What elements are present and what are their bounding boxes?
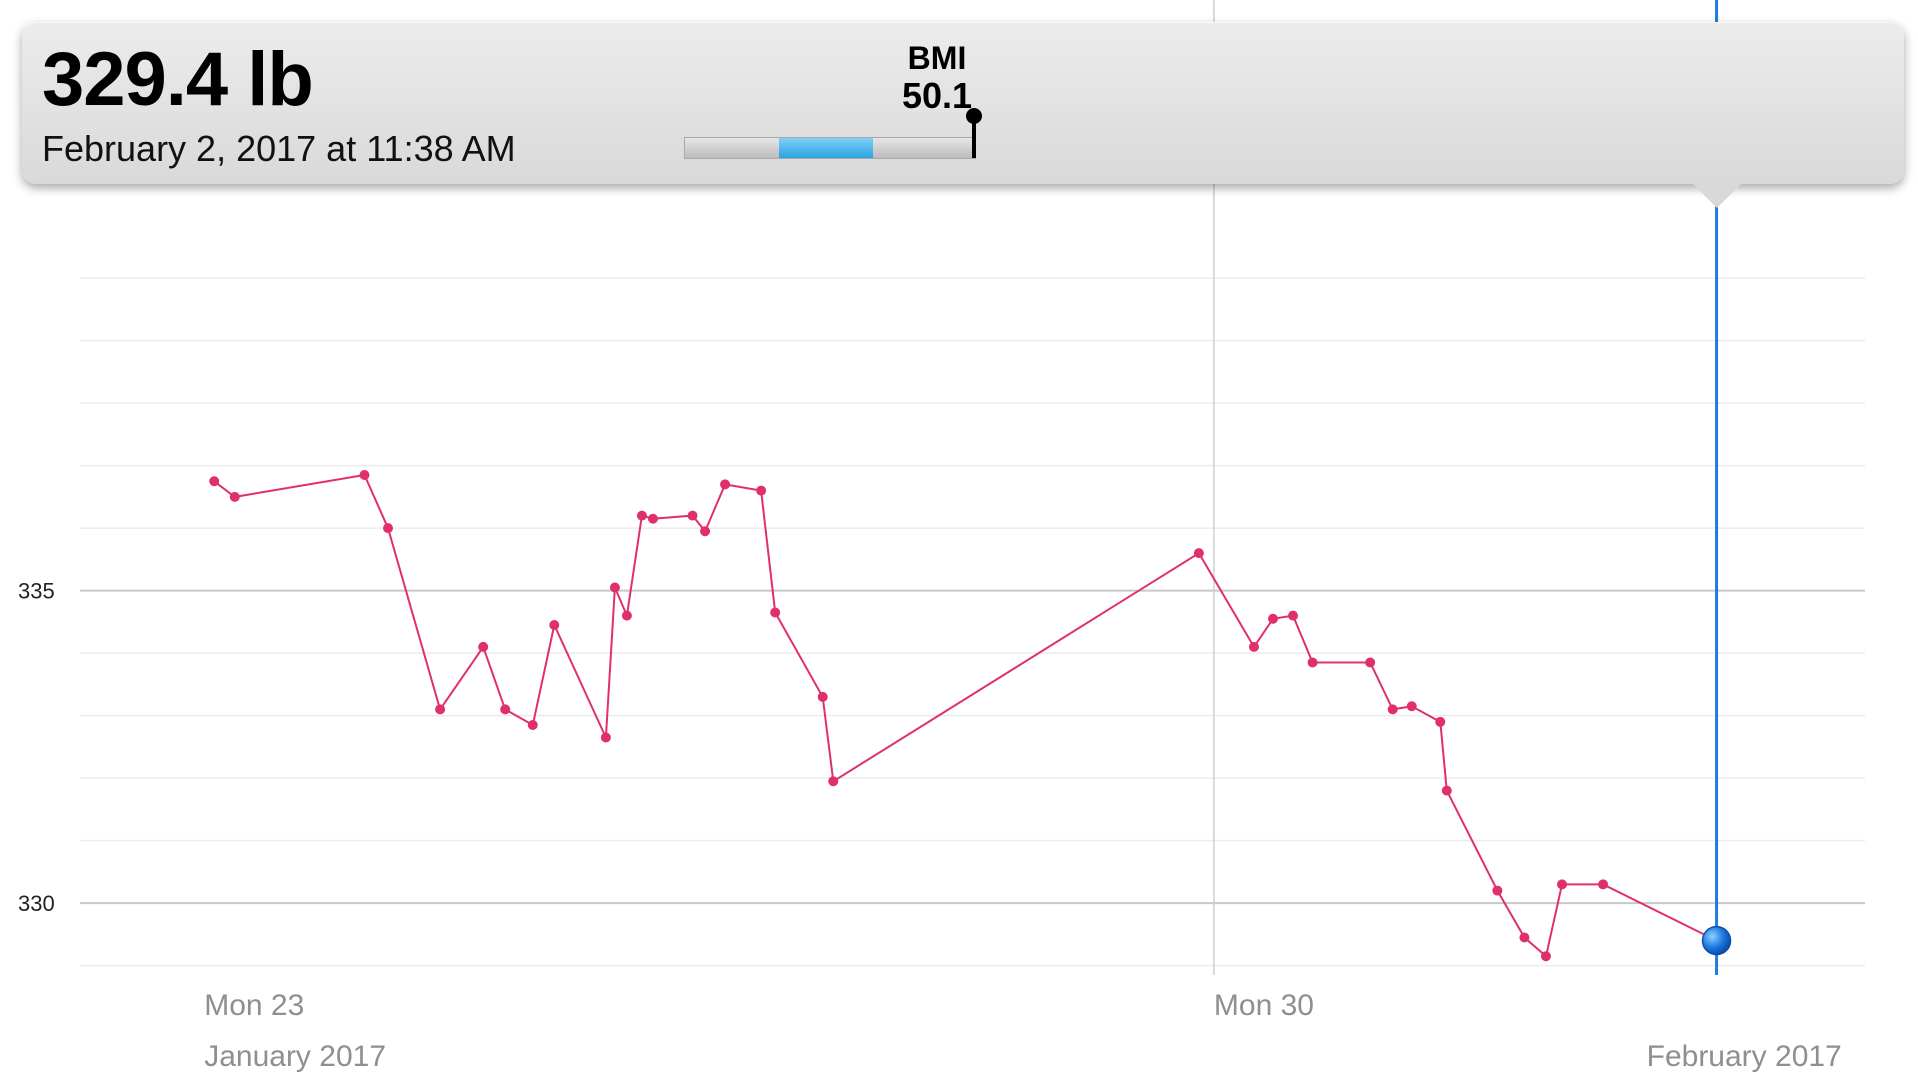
x-tick-label: Mon 23 [204, 989, 304, 1022]
data-point [1598, 879, 1609, 890]
weight-value: 329.4 lb [42, 37, 314, 122]
month-label: February 2017 [1647, 1040, 1842, 1073]
data-point [1492, 885, 1503, 896]
month-label: January 2017 [204, 1040, 386, 1073]
data-point [647, 513, 658, 524]
data-point [600, 732, 611, 743]
bmi-value: 50.1 [901, 75, 973, 116]
data-point [1288, 610, 1299, 621]
data-point [549, 620, 560, 630]
data-point [383, 523, 394, 534]
data-point [1441, 785, 1452, 796]
data-point [770, 607, 781, 618]
data-point [1435, 716, 1446, 727]
bmi-scale-healthy-range [779, 138, 873, 158]
data-point [435, 704, 446, 715]
data-point [1387, 704, 1398, 715]
data-point [527, 720, 538, 730]
data-point [621, 610, 632, 621]
data-point [609, 582, 620, 593]
bmi-label: BMI [907, 40, 967, 76]
data-point [720, 479, 731, 490]
data-point [1268, 613, 1279, 624]
data-point [1556, 879, 1567, 890]
y-axis-ticks: 330 335 [18, 579, 55, 917]
data-point [1540, 951, 1551, 962]
data-point [1248, 641, 1259, 652]
data-point [700, 526, 711, 537]
weight-series [209, 470, 1718, 962]
data-point [756, 485, 767, 496]
data-point [828, 776, 839, 787]
data-point [209, 476, 220, 487]
data-point [817, 691, 828, 702]
bmi-marker-pin-head [966, 108, 982, 124]
y-tick-label: 335 [18, 579, 55, 604]
data-point [500, 704, 511, 715]
grid-lines [80, 0, 1865, 975]
data-point [636, 510, 647, 521]
data-point [359, 470, 370, 480]
data-point [1365, 657, 1376, 668]
x-tick-label: Mon 30 [1214, 989, 1314, 1022]
y-tick-label: 330 [18, 891, 55, 916]
data-point [1307, 657, 1318, 668]
data-point [1406, 701, 1417, 712]
bmi-marker-pin [966, 108, 982, 158]
data-point [1519, 932, 1530, 943]
tooltip-pointer [1690, 182, 1743, 208]
data-point [687, 510, 698, 521]
selected-point-knob[interactable] [1701, 925, 1732, 956]
weight-detail-tooltip: 329.4 lb February 2, 2017 at 11:38 AM BM… [22, 22, 1904, 184]
weight-date: February 2, 2017 at 11:38 AM [42, 128, 516, 169]
data-point [1193, 548, 1204, 559]
x-axis-ticks: Mon 23 Mon 30 January 2017 February 2017 [204, 989, 1842, 1073]
data-point [478, 641, 489, 652]
data-point [229, 491, 240, 502]
bmi-scale-bar [684, 137, 976, 159]
